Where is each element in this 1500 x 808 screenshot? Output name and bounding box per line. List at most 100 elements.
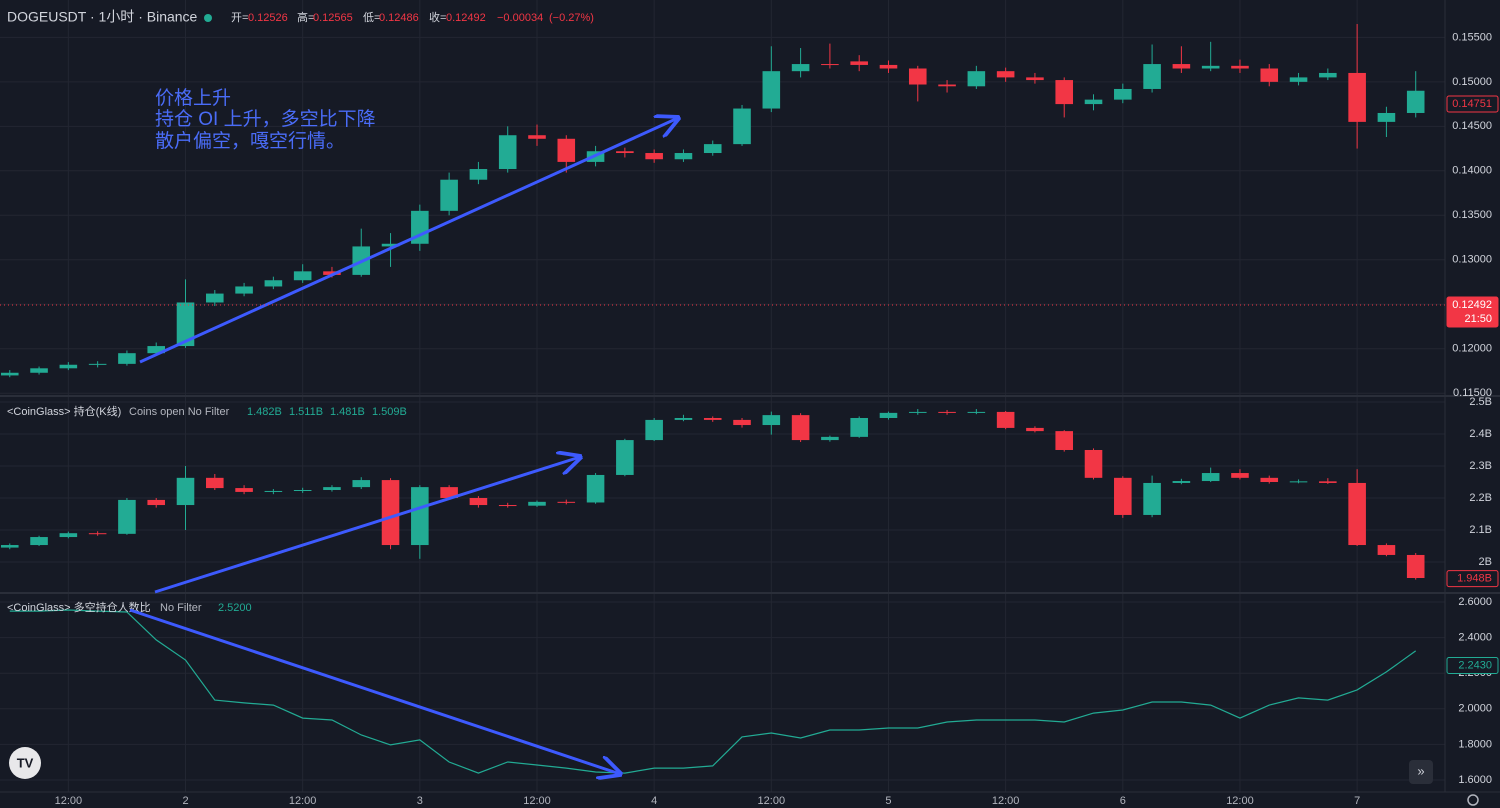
arrow	[139, 118, 678, 364]
y-tick-label: 0.12000	[1452, 343, 1492, 355]
scroll-icon: »	[1417, 763, 1424, 778]
candle-body	[440, 179, 458, 211]
candle-body	[235, 488, 253, 492]
scroll-button[interactable]	[1409, 760, 1433, 784]
x-tick-label: 12:00	[55, 795, 83, 807]
candle-body	[645, 419, 663, 441]
legend-name: <CoinGlass> 多空持仓人数比	[7, 600, 151, 614]
candle-body	[557, 138, 576, 162]
ohlc-key: 高=	[297, 10, 314, 24]
candle-body	[1084, 99, 1103, 105]
candle-body	[674, 417, 693, 420]
settings-button[interactable]	[1467, 794, 1479, 806]
candle-body	[1231, 65, 1249, 69]
status-dot	[204, 14, 212, 22]
candle-body	[645, 153, 663, 160]
y-tick-label: 0.13000	[1452, 254, 1492, 266]
candle-body	[1055, 80, 1074, 105]
ohlc-value: 0.12486	[379, 12, 419, 24]
price-marker-label: 2.2430	[1458, 659, 1492, 671]
candle-body	[30, 537, 48, 546]
candle-body	[1289, 481, 1308, 483]
candle-body	[1055, 431, 1074, 450]
x-tick-label: 12:00	[758, 795, 786, 807]
candle-body	[1319, 72, 1337, 78]
ohlc-key: 收=	[429, 10, 446, 24]
candle-body	[733, 108, 751, 145]
price-marker	[1446, 570, 1499, 588]
x-tick-label: 2	[182, 795, 188, 807]
candle-body	[616, 440, 634, 475]
candle-body	[850, 61, 868, 65]
candle-body	[498, 135, 517, 170]
candle-body	[0, 545, 19, 548]
y-tick-label: 0.11500	[1453, 387, 1492, 399]
candle-body	[118, 353, 136, 364]
candle-body	[1377, 112, 1396, 122]
candle-body	[206, 293, 224, 303]
candle-body	[147, 499, 166, 506]
y-tick-label: 2.3B	[1469, 460, 1492, 472]
candle-body	[147, 346, 166, 354]
candle-body	[879, 412, 898, 418]
y-tick-label: 0.15000	[1452, 76, 1492, 88]
price-marker-sublabel: 21:50	[1464, 313, 1492, 325]
candle-body	[352, 480, 371, 488]
candle-body	[1084, 449, 1103, 478]
candle-body	[762, 415, 781, 426]
y-tick-label: 0.13500	[1452, 209, 1492, 221]
arrow	[129, 608, 620, 774]
candle-body	[88, 533, 107, 535]
candle-body	[938, 411, 956, 413]
candle-body	[235, 286, 253, 294]
x-tick-label: 12:00	[523, 795, 551, 807]
annotation: 持仓 OI 上升，多空比下降	[155, 108, 376, 130]
candle-body	[498, 505, 517, 507]
candle-body	[791, 415, 810, 441]
ohlc-value: 0.12526	[248, 12, 288, 24]
candle-body	[88, 363, 107, 365]
line-series	[9, 609, 1417, 774]
candle-body	[1406, 90, 1425, 113]
candle-body	[381, 243, 400, 247]
candle-body	[996, 411, 1015, 428]
logo-mark: TV	[17, 755, 34, 770]
price-marker	[1446, 657, 1499, 675]
candle-body	[1201, 473, 1220, 482]
x-tick-label: 6	[1120, 795, 1126, 807]
y-tick-label: 2.2B	[1469, 492, 1492, 504]
y-tick-label: 1.8000	[1458, 738, 1492, 750]
candle-body	[1348, 72, 1366, 122]
price-marker-label: 0.12492	[1452, 299, 1492, 311]
ohlc-key: 开=	[231, 12, 248, 24]
candle-body	[1260, 477, 1279, 482]
ohlc-value: 0.12565	[313, 12, 353, 24]
candle-body	[821, 436, 839, 441]
candle-body	[1172, 481, 1191, 483]
candle-body	[176, 302, 195, 347]
candle-body	[967, 71, 986, 87]
candle-body	[996, 71, 1015, 78]
candle-body	[176, 477, 195, 506]
y-tick-label: 2.0000	[1458, 703, 1492, 715]
candle-body	[469, 169, 488, 180]
candle-body	[1114, 477, 1132, 515]
x-tick-label: 7	[1354, 795, 1360, 807]
candle-body	[118, 499, 136, 534]
candle-body	[703, 417, 722, 420]
y-tick-label: 0.15500	[1452, 31, 1492, 43]
candle-body	[1231, 473, 1249, 478]
annotation: 价格上升	[155, 87, 231, 109]
logo[interactable]	[9, 747, 41, 779]
y-tick-label: 2.4000	[1458, 631, 1492, 643]
candle-body	[293, 271, 312, 281]
symbol: DOGEUSDT · 1小时 · Binance	[7, 9, 198, 25]
candle-body	[323, 487, 341, 490]
x-tick-label: 12:00	[992, 795, 1020, 807]
y-tick-label: 1.6000	[1458, 774, 1492, 786]
price-marker-label: 0.14751	[1452, 98, 1492, 110]
x-tick-label: 12:00	[289, 795, 317, 807]
candle-body	[1143, 482, 1161, 515]
candle-body	[586, 474, 605, 503]
